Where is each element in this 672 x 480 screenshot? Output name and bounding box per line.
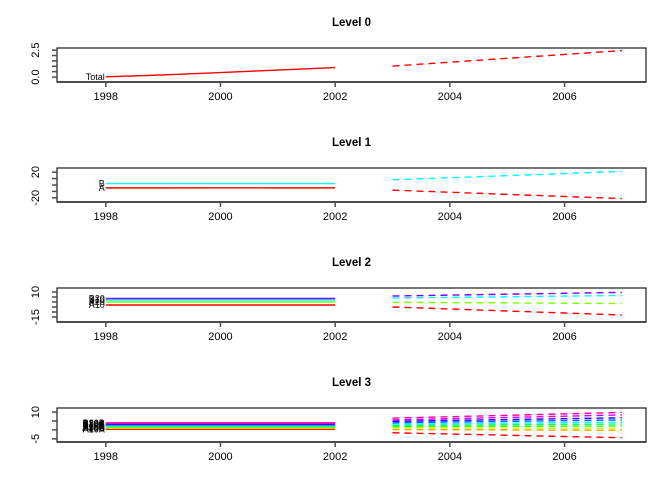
x-axis-tick-label: 2006: [552, 211, 576, 223]
y-axis-tick-label: 10: [30, 286, 42, 298]
series-label-b10a: B10A: [83, 421, 105, 431]
y-axis-tick-label: 0.0: [30, 69, 42, 84]
series-label-b20a: B20A: [83, 418, 105, 428]
x-axis-tick-label: 2000: [208, 331, 232, 343]
x-axis-tick-label: 2002: [323, 211, 347, 223]
panel-level-1: Level 1 1998 2000 2002 2004 2006 -20 20 AB: [30, 137, 647, 223]
series-label-b20b: B20B: [83, 418, 105, 428]
x-axis-tick-label: 2004: [438, 91, 462, 103]
series-label-a20: A20: [89, 297, 105, 307]
y-axis-tick-label: -15: [30, 309, 42, 325]
panel-title: Level 3: [332, 377, 371, 389]
series-label-b: B: [99, 179, 105, 189]
panel-level-2: Level 2 1998 2000 2002 2004 2006 -15 10 A10A20B1…: [30, 257, 647, 343]
series-label-b10b: B10B: [83, 420, 105, 430]
series-a20b-forecast-line: [392, 423, 622, 427]
series-a20-forecast-line: [392, 301, 622, 305]
x-axis-tick-label: 1998: [94, 211, 118, 223]
series-total-history-line: [105, 66, 336, 78]
x-axis-tick-label: 2000: [208, 451, 232, 463]
panel-title: Level 1: [332, 137, 372, 149]
series-a10b-forecast-line: [392, 428, 622, 431]
x-axis-tick-label: 2002: [323, 91, 347, 103]
series-b10c-forecast-line: [392, 417, 622, 423]
series-label-a20a: A20A: [83, 422, 105, 432]
y-axis-tick-label: -20: [30, 190, 42, 206]
series-a20a-forecast-line: [392, 425, 622, 428]
panel-level-3: Level 3 1998 2000 2002 2004 2006 -5 10 A10AA10BA…: [30, 377, 647, 463]
series-a10-forecast-line: [392, 306, 622, 316]
series-total-forecast-line: [392, 49, 622, 67]
plot-box: [56, 167, 647, 203]
y-axis-tick-label: 10: [30, 406, 42, 418]
x-axis-tick-label: 2000: [208, 91, 232, 103]
series-a-forecast-line: [392, 189, 622, 200]
panel-title: Level 0: [332, 17, 371, 29]
panel-title: Level 2: [332, 257, 371, 269]
panel-level-0: Level 0 1998 2000 2002 2004 2006 0.0 2.5 Total: [30, 17, 647, 103]
series-label-b10: B10: [89, 295, 105, 305]
series-b20-forecast-line: [392, 291, 622, 297]
series-label-a20b: A20B: [83, 421, 105, 431]
x-axis-tick-label: 1998: [94, 451, 118, 463]
series-b20a-forecast-line: [392, 414, 622, 421]
series-b10a-forecast-line: [392, 421, 622, 425]
x-axis-tick-label: 2002: [323, 451, 347, 463]
series-a10a-forecast-line: [392, 432, 622, 439]
x-axis-tick-label: 2006: [552, 451, 576, 463]
series-label-b20: B20: [89, 294, 105, 304]
series-label-a: A: [99, 183, 105, 193]
x-axis-tick-label: 2004: [438, 331, 462, 343]
x-axis-tick-label: 2004: [438, 211, 462, 223]
series-label-a10c: A10C: [82, 423, 105, 433]
x-axis-tick-label: 2006: [552, 91, 576, 103]
series-b10b-forecast-line: [392, 419, 622, 424]
plot-box: [56, 47, 647, 83]
y-axis-tick-label: 20: [30, 166, 42, 178]
series-label-b10c: B10C: [82, 419, 105, 429]
series-b10-forecast-line: [392, 294, 622, 299]
x-axis-tick-label: 2000: [208, 211, 232, 223]
x-axis-tick-label: 1998: [94, 331, 118, 343]
x-axis-tick-label: 1998: [94, 91, 118, 103]
x-axis-tick-label: 2002: [323, 331, 347, 343]
x-axis-tick-label: 2006: [552, 331, 576, 343]
series-b-forecast-line: [392, 170, 622, 181]
series-label-a10b: A10B: [83, 423, 105, 433]
series-label-total: Total: [86, 72, 105, 82]
series-label-a10: A10: [89, 300, 105, 310]
y-axis-tick-label: -5: [30, 434, 42, 444]
series-b20b-forecast-line: [392, 411, 622, 419]
series-label-a10a: A10A: [83, 424, 105, 434]
y-axis-tick-label: 2.5: [30, 43, 42, 58]
x-axis-tick-label: 2004: [438, 451, 462, 463]
